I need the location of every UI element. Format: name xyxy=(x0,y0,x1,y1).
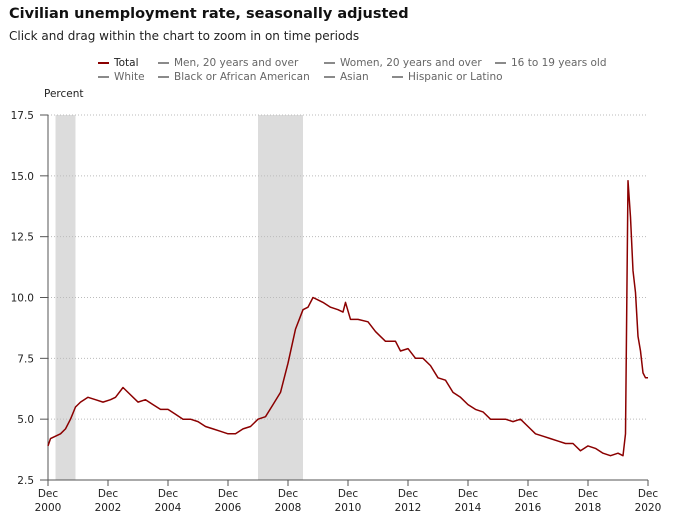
y-tick-label: 12.5 xyxy=(11,232,34,244)
x-tick-label: Dec xyxy=(98,488,119,500)
x-tick-label: Dec xyxy=(578,488,599,500)
x-tick-label: Dec xyxy=(338,488,359,500)
legend-swatch-icon xyxy=(158,76,169,78)
x-tick-label: Dec xyxy=(38,488,59,500)
x-tick-label: Dec xyxy=(638,488,659,500)
legend-swatch-icon xyxy=(392,76,403,78)
tick-labels: 2.5 5.0 7.5 10.0 12.5 15.0 17.5 Dec 2000 Dec 2002 D… xyxy=(11,110,662,514)
x-tick-label: 2008 xyxy=(275,502,302,514)
x-tick-label: 2018 xyxy=(575,502,602,514)
legend-label: Total xyxy=(114,57,139,69)
x-tick-label: 2006 xyxy=(215,502,242,514)
legend-item-hispanic[interactable]: Hispanic or Latino xyxy=(392,71,503,83)
legend-label: Men, 20 years and over xyxy=(174,57,299,69)
y-axis-title: Percent xyxy=(44,88,84,100)
legend-item-asian[interactable]: Asian xyxy=(324,71,369,83)
gridlines xyxy=(48,114,648,420)
y-tick-label: 5.0 xyxy=(17,414,34,426)
x-tick-label: 2012 xyxy=(395,502,422,514)
x-tick-label: 2014 xyxy=(455,502,482,514)
series-line-total xyxy=(47,179,648,457)
legend-label: Hispanic or Latino xyxy=(408,71,503,83)
x-tick-label: 2020 xyxy=(635,502,662,514)
legend-item-black[interactable]: Black or African American xyxy=(158,71,310,83)
legend-item-men[interactable]: Men, 20 years and over xyxy=(158,57,298,69)
y-tick-label: 10.0 xyxy=(11,293,34,305)
y-tick-label: 15.0 xyxy=(11,171,34,183)
y-tick-label: 7.5 xyxy=(17,353,34,365)
legend-swatch-icon xyxy=(98,76,109,78)
legend-item-white[interactable]: White xyxy=(98,71,145,83)
legend-label: Asian xyxy=(340,71,369,83)
x-tick-label: 2010 xyxy=(335,502,362,514)
legend-swatch-icon xyxy=(324,76,335,78)
legend-item-total[interactable]: Total xyxy=(98,57,139,69)
chart-subtitle: Click and drag within the chart to zoom … xyxy=(9,29,360,43)
recession-band xyxy=(258,115,303,480)
x-tick-label: Dec xyxy=(278,488,299,500)
legend-item-women[interactable]: Women, 20 years and over xyxy=(324,57,482,69)
axes xyxy=(40,114,649,486)
x-tick-label: Dec xyxy=(518,488,539,500)
x-tick-label: 2002 xyxy=(95,502,122,514)
legend: Total Men, 20 years and over Women, 20 y… xyxy=(0,55,675,89)
legend-swatch-icon xyxy=(98,62,109,64)
legend-label: 16 to 19 years old xyxy=(511,57,607,69)
legend-label: Women, 20 years and over xyxy=(340,57,482,69)
legend-item-teens[interactable]: 16 to 19 years old xyxy=(495,57,607,69)
x-tick-label: Dec xyxy=(458,488,479,500)
x-tick-label: 2000 xyxy=(35,502,62,514)
x-tick-label: 2016 xyxy=(515,502,542,514)
chart-title: Civilian unemployment rate, seasonally a… xyxy=(9,6,409,22)
x-tick-label: Dec xyxy=(398,488,419,500)
y-tick-label: 2.5 xyxy=(17,475,34,487)
x-tick-label: Dec xyxy=(218,488,239,500)
legend-swatch-icon xyxy=(158,62,169,64)
legend-label: White xyxy=(114,71,145,83)
series-lines xyxy=(47,179,648,457)
recession-bands xyxy=(55,115,303,480)
legend-label: Black or African American xyxy=(174,71,310,83)
legend-swatch-icon xyxy=(324,62,335,64)
y-tick-label: 17.5 xyxy=(11,110,34,122)
x-tick-label: Dec xyxy=(158,488,179,500)
legend-swatch-icon xyxy=(495,62,506,64)
x-tick-label: 2004 xyxy=(155,502,182,514)
recession-band xyxy=(55,115,76,480)
